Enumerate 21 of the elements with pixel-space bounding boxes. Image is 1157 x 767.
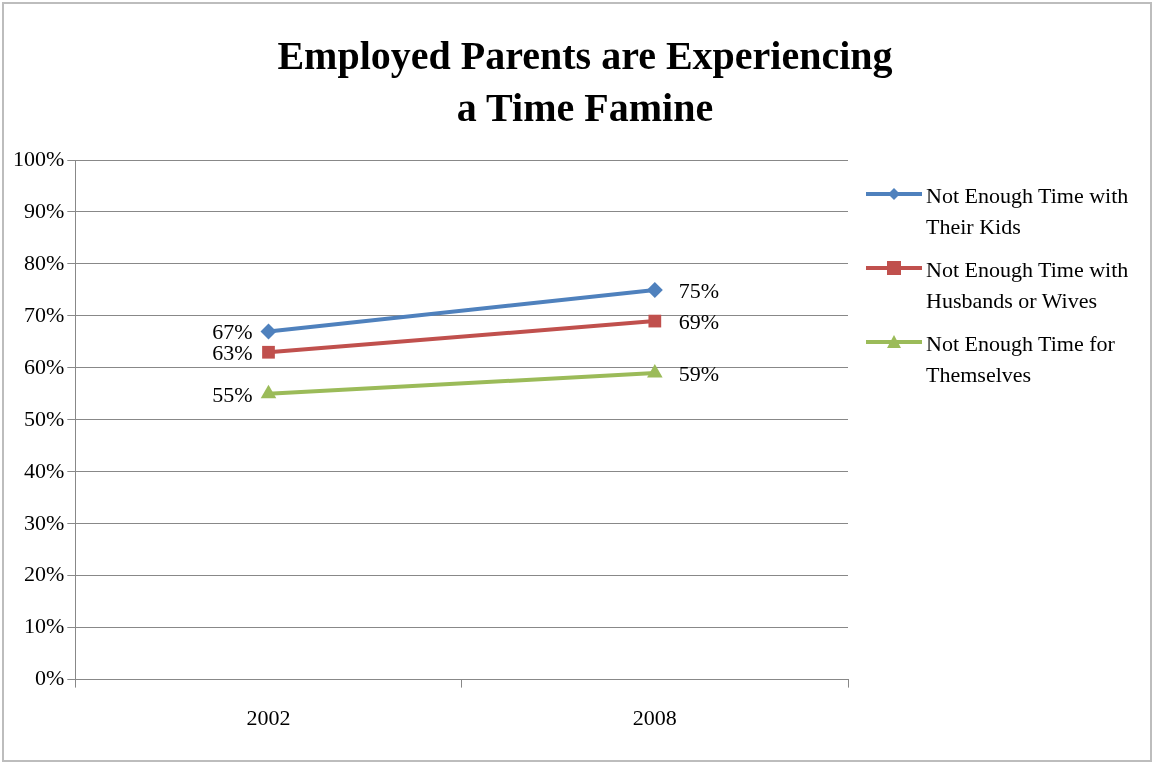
legend-label: Not Enough Time for Themselves (926, 330, 1116, 389)
legend-label: Not Enough Time with Their Kids (926, 182, 1130, 241)
y-tick-label: 80% (24, 249, 65, 275)
y-tick-label: 40% (24, 457, 65, 483)
y-tick-label: 10% (24, 613, 65, 639)
data-label: 69% (678, 308, 720, 334)
y-tick-label: 50% (24, 405, 65, 431)
y-tick-label: 60% (24, 353, 65, 379)
y-tick-label: 20% (24, 561, 65, 587)
y-tick-label: 70% (24, 301, 65, 327)
x-tick-label: 2008 (632, 704, 677, 730)
data-label: 75% (678, 277, 720, 303)
y-tick-label: 100% (13, 145, 65, 171)
data-label: 55% (212, 381, 253, 407)
y-tick-label: 0% (35, 665, 65, 691)
chart-title: Employed Parents are Experiencing a Time Famine (276, 32, 894, 132)
x-tick-label: 2002 (246, 704, 291, 730)
y-tick-label: 90% (24, 197, 65, 223)
data-label: 59% (678, 360, 720, 386)
legend-label: Not Enough Time with Husbands or Wives (926, 256, 1130, 315)
y-tick-label: 30% (24, 509, 65, 535)
